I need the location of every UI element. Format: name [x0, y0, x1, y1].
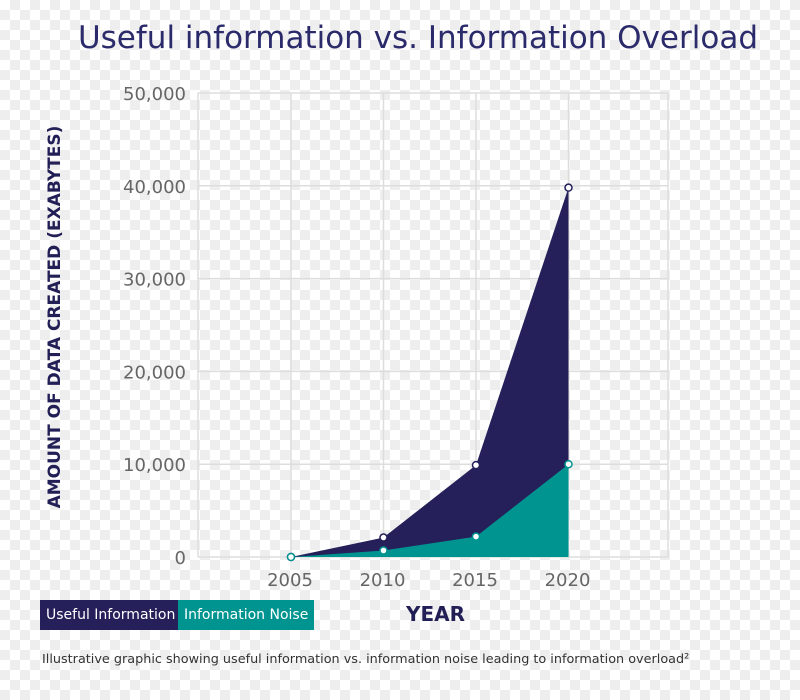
- y-tick-label: 10,000: [123, 455, 186, 476]
- y-tick-labels: 50,000 40,000 30,000 20,000 10,000 0: [123, 84, 186, 569]
- data-point-noise: [471, 532, 481, 541]
- y-tick-label: 0: [175, 548, 186, 569]
- data-point-useful: [471, 460, 481, 470]
- legend-information-noise: Information Noise: [178, 600, 314, 630]
- y-axis-label: AMOUNT OF DATA CREATED (EXABYTES): [45, 125, 65, 509]
- y-tick-label: 30,000: [123, 270, 186, 291]
- x-tick-label: 2020: [545, 570, 591, 591]
- area-useful-information: [291, 187, 569, 557]
- chart-title: Useful information vs. Information Overl…: [77, 20, 759, 56]
- y-tick-label: 20,000: [123, 362, 186, 383]
- grid-layer: [197, 92, 669, 558]
- data-point-useful: [379, 533, 388, 542]
- point-layer: [286, 183, 573, 562]
- x-axis-label: YEAR: [406, 602, 466, 626]
- legend-useful-information: Useful Information: [40, 600, 202, 630]
- data-point-useful: [564, 183, 573, 192]
- x-tick-label: 2010: [360, 570, 406, 591]
- area-layer: [291, 187, 569, 557]
- data-point-noise: [379, 546, 388, 555]
- x-tick-label: 2005: [267, 570, 313, 591]
- area-information-noise: [291, 464, 569, 557]
- y-tick-label: 40,000: [123, 177, 186, 198]
- figure-caption: Illustrative graphic showing useful info…: [42, 652, 690, 667]
- data-point-noise: [564, 459, 573, 469]
- x-tick-labels: 2005 2010 2015 2020: [267, 570, 590, 591]
- x-tick-label: 2015: [452, 570, 498, 591]
- y-tick-label: 50,000: [123, 84, 186, 105]
- data-point-noise: [286, 552, 296, 562]
